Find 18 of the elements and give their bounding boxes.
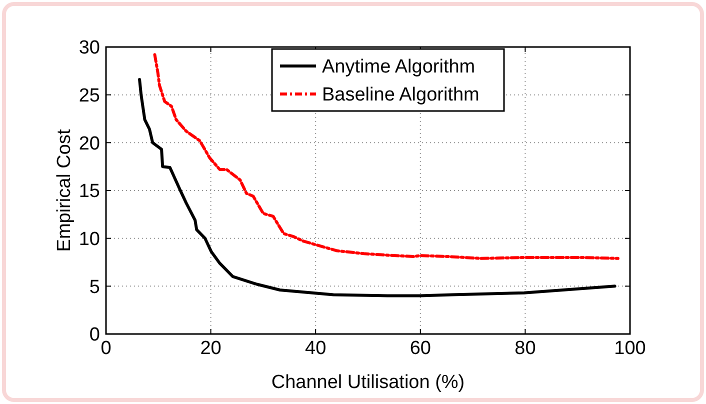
y-tick-label: 15 [78,181,100,202]
x-tick-label: 100 [614,338,646,359]
y-tick-label: 5 [89,276,100,298]
line-series [153,53,620,260]
y-tick-label: 10 [78,228,100,250]
y-tick-label: 25 [78,85,100,106]
y-axis-title: Empirical Cost [54,128,75,252]
legend-label: Anytime Algorithm [322,56,476,78]
y-tick-label: 20 [78,133,100,154]
x-tick-label: 60 [410,338,431,359]
line-series [138,78,616,298]
x-tick-label: 40 [305,338,326,359]
y-tick-label: 0 [89,324,100,346]
x-tick-label: 80 [514,338,536,359]
legend-label: Baseline Algorithm [322,84,480,106]
x-axis-title: Channel Utilisation (%) [271,372,465,393]
x-tick-label: 20 [200,338,222,359]
y-tick-label: 30 [78,38,100,59]
